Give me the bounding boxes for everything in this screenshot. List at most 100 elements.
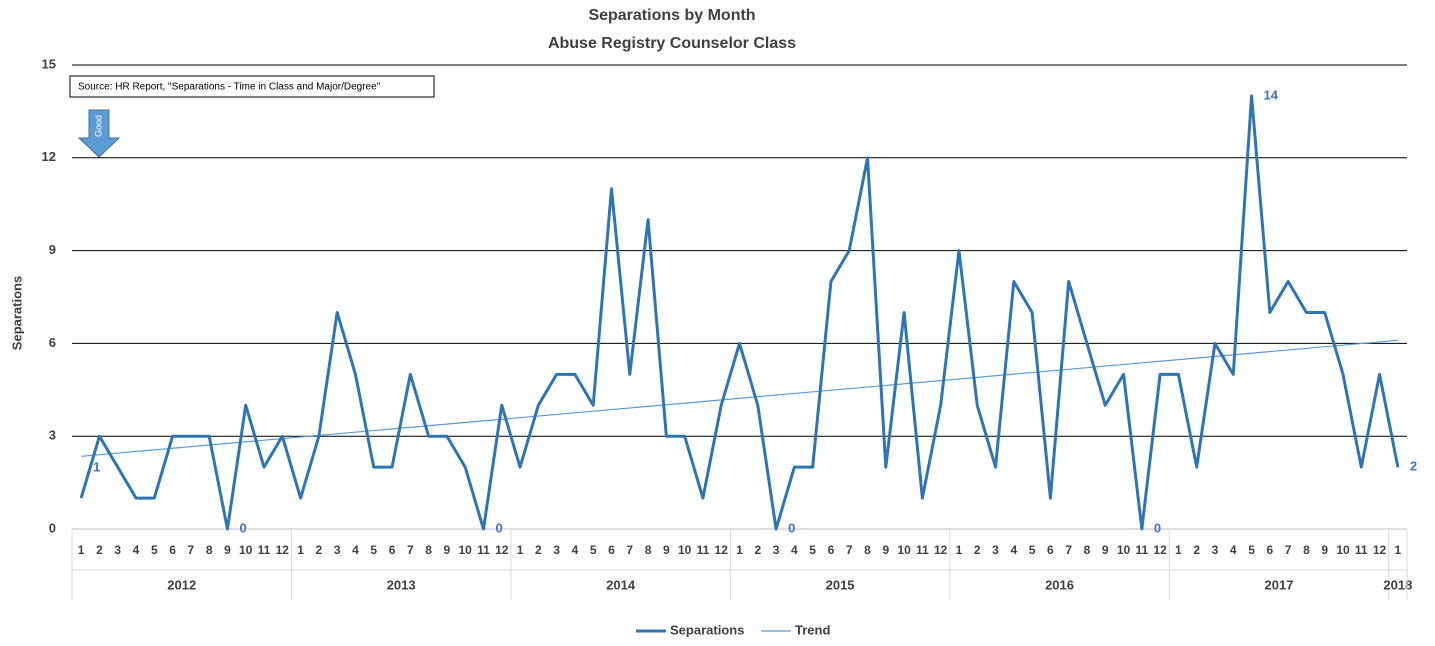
data-label: 2 <box>1410 459 1417 474</box>
data-label: 14 <box>1264 87 1279 102</box>
x-tick-label: 3 <box>992 543 999 557</box>
x-tick-label: 4 <box>572 543 579 557</box>
series-line <box>79 94 1400 531</box>
x-tick-label: 4 <box>352 543 359 557</box>
x-tick-label: 8 <box>206 543 213 557</box>
x-tick-label: 4 <box>1010 543 1017 557</box>
x-tick-label: 12 <box>276 543 290 557</box>
x-tick-label: 5 <box>1029 543 1036 557</box>
x-tick-label: 5 <box>1248 543 1255 557</box>
chart-title: Separations by Month <box>588 7 755 24</box>
x-tick-label: 6 <box>1047 543 1054 557</box>
x-tick-label: 5 <box>370 543 377 557</box>
y-axis-label: Separations <box>9 276 24 350</box>
x-tick-label: 2 <box>96 543 103 557</box>
data-label: 0 <box>239 520 246 535</box>
x-tick-label: 3 <box>334 543 341 557</box>
x-tick-label: 7 <box>188 543 195 557</box>
x-tick-label: 12 <box>1373 543 1387 557</box>
x-tick-label: 6 <box>169 543 176 557</box>
x-tick-label: 8 <box>425 543 432 557</box>
data-label: 0 <box>1154 520 1161 535</box>
y-tick-label: 3 <box>49 428 56 443</box>
x-tick-label: 9 <box>663 543 670 557</box>
x-tick-label: 3 <box>553 543 560 557</box>
good-label: Good <box>93 115 103 137</box>
x-tick-label: 11 <box>697 543 710 557</box>
x-tick-label: 9 <box>444 543 451 557</box>
x-tick-label: 5 <box>809 543 816 557</box>
x-tick-label: 12 <box>1153 543 1167 557</box>
x-tick-label: 10 <box>239 543 253 557</box>
x-tick-label: 2 <box>754 543 761 557</box>
year-label: 2014 <box>606 577 636 592</box>
x-tick-label: 8 <box>645 543 652 557</box>
legend-label: Separations <box>670 622 744 637</box>
y-tick-label: 9 <box>49 242 56 257</box>
x-tick-label: 7 <box>407 543 414 557</box>
x-tick-label: 9 <box>1321 543 1328 557</box>
x-tick-label: 9 <box>882 543 889 557</box>
x-tick-label: 1 <box>297 543 304 557</box>
x-tick-label: 6 <box>828 543 835 557</box>
x-tick-label: 6 <box>1266 543 1273 557</box>
x-tick-label: 2 <box>316 543 323 557</box>
x-tick-label: 3 <box>114 543 121 557</box>
x-tick-label: 1 <box>1395 543 1402 557</box>
y-tick-label: 12 <box>42 149 56 164</box>
year-label: 2018 <box>1383 577 1412 592</box>
x-tick-label: 8 <box>1084 543 1091 557</box>
x-tick-label: 1 <box>736 543 743 557</box>
x-tick-label: 2 <box>974 543 981 557</box>
x-tick-label: 1 <box>517 543 524 557</box>
legend-label: Trend <box>795 622 830 637</box>
data-label: 0 <box>788 520 795 535</box>
x-tick-label: 11 <box>1355 543 1368 557</box>
x-tick-label: 10 <box>1336 543 1350 557</box>
year-label: 2017 <box>1265 577 1294 592</box>
x-tick-label: 9 <box>224 543 231 557</box>
x-tick-label: 4 <box>133 543 140 557</box>
year-label: 2013 <box>387 577 416 592</box>
year-label: 2016 <box>1045 577 1074 592</box>
x-tick-label: 3 <box>773 543 780 557</box>
x-tick-label: 6 <box>389 543 396 557</box>
x-tick-label: 1 <box>956 543 963 557</box>
data-label: 0 <box>495 520 502 535</box>
x-tick-label: 7 <box>846 543 853 557</box>
trend-line <box>81 339 1398 457</box>
good-arrow <box>77 109 121 158</box>
x-tick-label: 1 <box>78 543 85 557</box>
x-tick-label: 4 <box>791 543 798 557</box>
year-label: 2012 <box>167 577 196 592</box>
x-tick-label: 10 <box>897 543 911 557</box>
chart-subtitle: Abuse Registry Counselor Class <box>548 35 796 52</box>
x-tick-label: 2 <box>535 543 542 557</box>
x-tick-label: 7 <box>1285 543 1292 557</box>
x-tick-label: 10 <box>678 543 692 557</box>
x-tick-label: 10 <box>459 543 473 557</box>
x-tick-label: 11 <box>1135 543 1148 557</box>
y-tick-label: 6 <box>49 335 56 350</box>
source-note: Source: HR Report, "Separations - Time i… <box>78 82 381 93</box>
x-tick-label: 3 <box>1212 543 1219 557</box>
x-tick-label: 6 <box>608 543 615 557</box>
x-tick-label: 5 <box>590 543 597 557</box>
y-tick-label: 0 <box>49 520 56 535</box>
x-tick-label: 7 <box>1065 543 1072 557</box>
x-tick-label: 10 <box>1117 543 1131 557</box>
x-tick-label: 11 <box>258 543 271 557</box>
x-tick-label: 12 <box>934 543 948 557</box>
x-tick-label: 8 <box>864 543 871 557</box>
x-tick-label: 8 <box>1303 543 1310 557</box>
x-tick-label: 12 <box>495 543 509 557</box>
x-tick-label: 4 <box>1230 543 1237 557</box>
x-tick-label: 7 <box>626 543 633 557</box>
x-tick-label: 1 <box>1175 543 1182 557</box>
x-tick-label: 9 <box>1102 543 1109 557</box>
x-tick-label: 12 <box>715 543 729 557</box>
source-box <box>69 75 435 98</box>
y-tick-label: 15 <box>42 56 56 71</box>
x-tick-label: 11 <box>477 543 490 557</box>
